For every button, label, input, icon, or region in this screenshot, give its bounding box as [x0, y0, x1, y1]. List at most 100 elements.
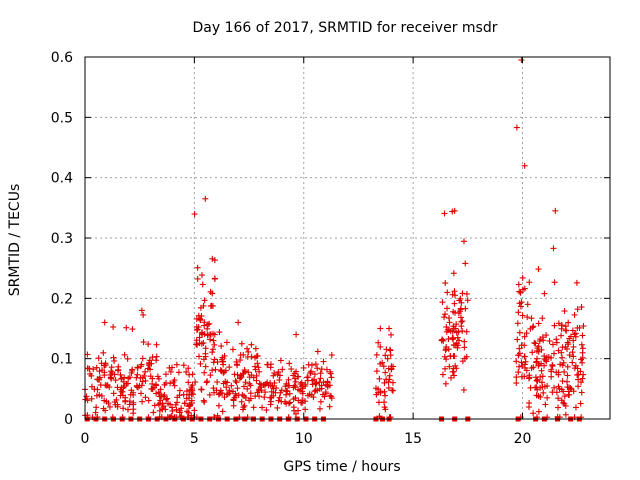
data-point — [515, 281, 522, 288]
y-tick-label: 0.3 — [51, 231, 73, 247]
data-point — [285, 400, 292, 407]
data-point — [560, 388, 567, 395]
data-point — [117, 371, 124, 378]
data-point — [286, 390, 293, 397]
data-point — [516, 329, 523, 336]
data-point — [523, 367, 530, 374]
data-point — [566, 352, 573, 359]
data-point — [139, 398, 146, 405]
x-tick-label: 5 — [190, 431, 199, 447]
data-point — [110, 323, 117, 330]
data-point — [247, 395, 254, 402]
data-point — [578, 389, 585, 396]
data-point — [539, 373, 546, 380]
data-point — [513, 380, 520, 387]
data-point — [212, 366, 219, 373]
data-point — [443, 356, 450, 363]
data-point — [174, 399, 181, 406]
data-point — [267, 401, 274, 408]
data-point — [518, 57, 525, 64]
data-point — [276, 394, 283, 401]
data-point — [228, 382, 235, 389]
data-point — [560, 399, 567, 406]
data-point — [541, 356, 548, 363]
data-point — [219, 354, 226, 361]
data-point — [271, 370, 278, 377]
data-point — [142, 368, 149, 375]
data-point — [130, 399, 137, 406]
data-point — [322, 389, 329, 396]
data-point — [515, 352, 522, 359]
data-point — [293, 368, 300, 375]
data-point — [234, 385, 241, 392]
data-point — [211, 356, 218, 363]
data-point — [118, 375, 125, 382]
data-point — [384, 355, 391, 362]
data-point — [299, 383, 306, 390]
data-point — [530, 410, 537, 417]
data-point — [252, 345, 259, 352]
data-point — [201, 297, 208, 304]
data-point — [327, 392, 334, 399]
data-point — [320, 358, 327, 365]
data-point — [230, 396, 237, 403]
data-point — [215, 402, 222, 409]
x-tick-label: 20 — [514, 431, 532, 447]
data-point — [279, 366, 286, 373]
data-point — [262, 389, 269, 396]
data-point — [578, 379, 585, 386]
data-point — [101, 369, 108, 376]
data-point — [123, 324, 130, 331]
data-point — [196, 353, 203, 360]
data-point — [544, 394, 551, 401]
data-point — [546, 337, 553, 344]
data-point — [201, 322, 208, 329]
data-point — [567, 333, 574, 340]
data-point — [385, 365, 392, 372]
data-point — [150, 409, 157, 416]
data-point — [302, 381, 309, 388]
data-point — [306, 391, 313, 398]
data-point — [578, 304, 585, 311]
data-point — [543, 332, 550, 339]
data-point — [528, 315, 535, 322]
data-point — [535, 408, 542, 415]
data-point — [288, 366, 295, 373]
data-point — [575, 383, 582, 390]
data-point — [569, 359, 576, 366]
data-point — [463, 328, 470, 335]
data-point — [305, 361, 312, 368]
data-point — [209, 255, 216, 262]
data-point — [328, 374, 335, 381]
data-point — [193, 315, 200, 322]
data-point — [537, 373, 544, 380]
data-point — [220, 358, 227, 365]
data-point — [209, 290, 216, 297]
data-point — [139, 355, 146, 362]
data-point — [534, 347, 541, 354]
data-point — [460, 387, 467, 394]
data-point — [446, 315, 453, 322]
data-point — [238, 340, 245, 347]
data-point — [256, 393, 263, 400]
data-point — [316, 405, 323, 412]
data-point — [464, 297, 471, 304]
data-point — [377, 388, 384, 395]
data-point — [545, 354, 552, 361]
data-point — [323, 366, 330, 373]
data-point — [561, 308, 568, 315]
data-point — [297, 399, 304, 406]
data-point — [160, 393, 167, 400]
data-point — [516, 288, 523, 295]
data-point — [106, 403, 113, 410]
data-point — [448, 374, 455, 381]
data-point — [389, 387, 396, 394]
data-point — [551, 384, 558, 391]
data-point — [98, 392, 105, 399]
data-point — [450, 341, 457, 348]
y-tick-label: 0.1 — [51, 352, 73, 368]
data-point — [244, 345, 251, 352]
data-point — [438, 337, 445, 344]
data-point — [375, 399, 382, 406]
data-point — [153, 357, 160, 364]
